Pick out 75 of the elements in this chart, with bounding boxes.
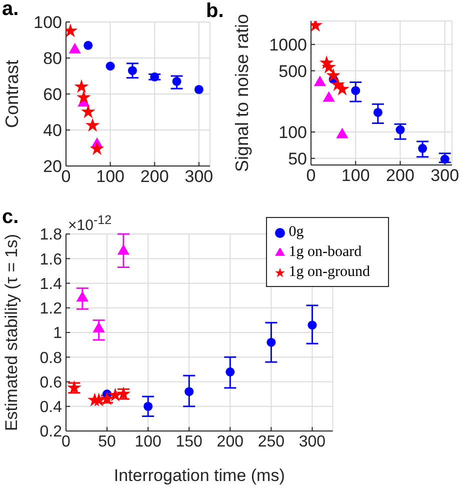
- point: [440, 154, 450, 164]
- point: [335, 82, 350, 96]
- point: [266, 338, 276, 347]
- point: [108, 388, 122, 402]
- y-tick-label: 80: [43, 49, 62, 68]
- point: [150, 72, 160, 82]
- legend-label: 1g on-ground: [288, 264, 370, 280]
- x-tick-label: 300: [430, 166, 460, 186]
- y-tick-label: 500: [278, 62, 307, 81]
- point: [76, 291, 88, 302]
- chart-title: b.: [206, 0, 224, 23]
- point: [314, 76, 326, 86]
- point: [194, 84, 204, 94]
- x-tick-label: 100: [96, 167, 124, 186]
- y-tick-label: 1.2: [40, 300, 62, 318]
- legend-label: 0g: [288, 224, 304, 240]
- y-tick-label: 1: [53, 325, 62, 342]
- text: ×10$^{-12}$: [68, 213, 112, 234]
- point: [351, 86, 360, 96]
- legend-label: 1g on-board: [288, 244, 362, 260]
- y-tick-label: 60: [43, 85, 62, 104]
- point: [418, 144, 428, 153]
- y-tick-label: 50: [288, 149, 307, 168]
- y-tick-label: 100: [34, 13, 62, 32]
- y-axis-title: Contrast: [2, 60, 22, 128]
- point: [100, 391, 114, 406]
- x-tick-label: 50: [98, 433, 116, 450]
- y-tick-label: 0.4: [40, 399, 62, 416]
- point: [144, 402, 153, 411]
- x-tick-label: 250: [258, 433, 285, 450]
- x-tick-label: 200: [216, 433, 244, 450]
- point: [84, 40, 93, 50]
- point: [184, 387, 194, 396]
- y-tick-label: 0.8: [40, 350, 62, 367]
- x-tick-label: 0: [61, 167, 71, 186]
- y-tick-label: 1.4: [40, 276, 62, 293]
- y-tick-label: 40: [43, 121, 62, 140]
- x-tick-label: 100: [341, 166, 370, 186]
- point: [74, 79, 89, 93]
- x-tick-label: 0: [62, 433, 71, 450]
- x-tick-label: 300: [298, 433, 326, 450]
- point: [226, 367, 235, 376]
- chart-title: a.: [2, 0, 19, 21]
- x-tick-label: 200: [386, 166, 414, 186]
- point: [128, 66, 137, 76]
- y-tick-label: 1.8: [40, 226, 62, 244]
- point: [322, 91, 335, 102]
- x-tick-label: 0: [306, 166, 316, 186]
- x-tick-label: 150: [176, 433, 203, 450]
- x-axis-title: Interrogation time (ms): [114, 466, 285, 485]
- y-tick-label: 0.2: [40, 424, 62, 441]
- point: [90, 141, 104, 156]
- point: [92, 322, 105, 332]
- y-tick-label: 100: [278, 123, 307, 142]
- y-tick-label: 20: [43, 157, 62, 176]
- point: [85, 118, 100, 132]
- point: [80, 104, 96, 118]
- point: [396, 125, 405, 134]
- point: [322, 60, 336, 74]
- y-axis-title: Estimated stability (τ = 1s): [2, 234, 21, 432]
- point: [373, 108, 382, 117]
- point: [106, 62, 115, 71]
- x-tick-label: 100: [134, 433, 162, 450]
- x-tick-label: 200: [140, 167, 169, 186]
- y-axis-title: Signal to noise ratio: [232, 14, 252, 172]
- y-tick-label: 1.6: [40, 251, 62, 268]
- point: [326, 68, 340, 82]
- point: [308, 320, 317, 330]
- point: [117, 244, 130, 255]
- point: [76, 90, 91, 104]
- point: [172, 76, 182, 86]
- x-tick-label: 300: [184, 167, 214, 186]
- chart-title: c.: [2, 206, 19, 229]
- y-tick-label: 0.6: [40, 374, 62, 392]
- y-tick-label: 1000: [269, 35, 307, 54]
